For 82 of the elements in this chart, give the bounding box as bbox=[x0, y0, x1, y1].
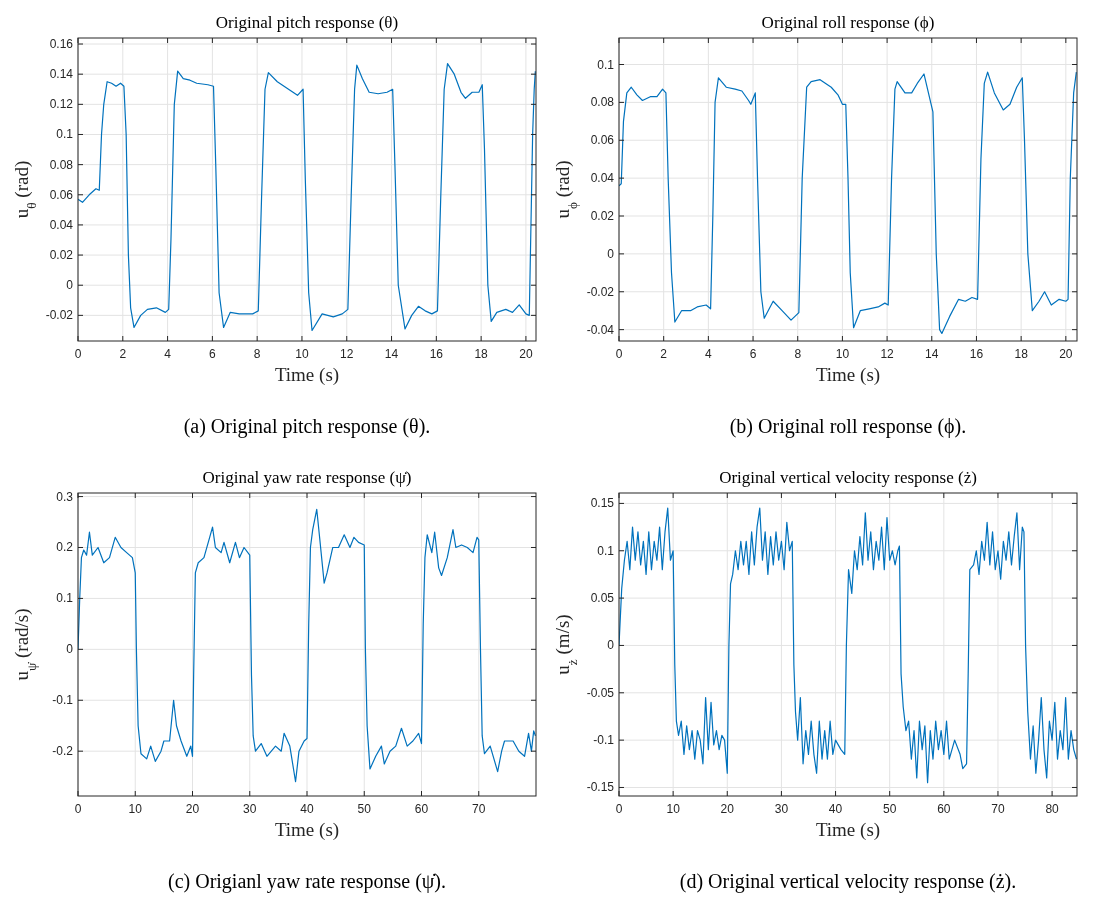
y-tick-label: 0.15 bbox=[590, 496, 615, 511]
x-tick-label: 16 bbox=[429, 347, 444, 361]
x-tick-label: 50 bbox=[357, 802, 372, 816]
x-tick-label: 40 bbox=[300, 802, 314, 816]
line-series bbox=[619, 507, 1077, 784]
text: (d) Original vertical velocity response (ż). bbox=[679, 870, 1017, 893]
line-series bbox=[78, 508, 536, 783]
x-tick-label: 12 bbox=[340, 347, 354, 361]
x-tick-label: 70 bbox=[472, 802, 486, 816]
x-tick-label: 30 bbox=[243, 802, 257, 816]
y-tick-label: 0.2 bbox=[56, 540, 74, 555]
y-tick-label: 0 bbox=[66, 278, 74, 293]
line-series bbox=[78, 63, 536, 332]
y-tick-label: 0.05 bbox=[590, 591, 615, 606]
text: (c) Origianl yaw rate response (ψ̇). bbox=[168, 870, 446, 893]
y-tick-label: 0.12 bbox=[49, 97, 74, 112]
x-tick-label: 6 bbox=[209, 347, 217, 361]
x-tick-label: 2 bbox=[119, 347, 127, 361]
y-tick-label: 0.14 bbox=[49, 67, 74, 82]
x-tick-label: 10 bbox=[835, 347, 850, 361]
y-tick-label: 0 bbox=[607, 638, 615, 653]
x-tick-label: 4 bbox=[705, 347, 713, 361]
y-tick-label: 0.06 bbox=[49, 187, 74, 202]
text: (b) Original roll response (ϕ). bbox=[729, 415, 967, 438]
y-tick-label: 0.3 bbox=[56, 489, 74, 504]
x-tick-label: 4 bbox=[164, 347, 172, 361]
x-tick-label: 20 bbox=[1059, 347, 1073, 361]
text: (a) Original pitch response (θ). bbox=[183, 415, 431, 438]
x-tick-label: 14 bbox=[384, 347, 399, 361]
x-tick-label: 70 bbox=[991, 802, 1005, 816]
x-tick-label: 8 bbox=[253, 347, 261, 361]
x-axis-title: Time (s) bbox=[274, 819, 340, 841]
y-tick-label: 0.08 bbox=[49, 157, 74, 172]
y-tick-label: 0.08 bbox=[590, 95, 615, 110]
chart-title: Original roll response (ϕ) bbox=[761, 13, 935, 32]
y-tick-label: 0.04 bbox=[590, 171, 615, 186]
y-tick-label: -0.1 bbox=[593, 733, 615, 748]
chart-title: Original pitch response (θ) bbox=[215, 13, 399, 32]
x-tick-label: 8 bbox=[794, 347, 802, 361]
y-tick-label: -0.1 bbox=[52, 693, 74, 708]
y-tick-label: 0 bbox=[66, 642, 74, 657]
x-tick-label: 6 bbox=[749, 347, 757, 361]
x-tick-label: 14 bbox=[925, 347, 939, 361]
y-tick-label: 0.1 bbox=[597, 543, 615, 558]
y-tick-label: 0.1 bbox=[597, 57, 615, 72]
y-tick-label: 0.02 bbox=[590, 209, 615, 224]
line-series bbox=[619, 71, 1077, 335]
x-tick-label: 60 bbox=[937, 802, 951, 816]
x-axis-title: Time (s) bbox=[815, 819, 881, 841]
x-tick-label: 10 bbox=[666, 802, 681, 816]
y-tick-label: 0.16 bbox=[49, 37, 74, 52]
y-tick-label: -0.02 bbox=[586, 284, 615, 299]
x-tick-label: 80 bbox=[1045, 802, 1060, 816]
x-tick-label: 60 bbox=[414, 802, 429, 816]
x-tick-label: 20 bbox=[720, 802, 735, 816]
y-tick-label: -0.15 bbox=[586, 780, 615, 795]
x-tick-label: 40 bbox=[828, 802, 843, 816]
y-tick-label: 0.04 bbox=[49, 217, 74, 232]
y-tick-label: -0.04 bbox=[586, 322, 615, 337]
y-tick-label: -0.02 bbox=[45, 308, 74, 323]
x-tick-label: 30 bbox=[774, 802, 789, 816]
y-tick-label: 0 bbox=[607, 246, 615, 261]
y-tick-label: 0.1 bbox=[56, 127, 74, 142]
y-tick-label: 0.02 bbox=[49, 248, 74, 263]
x-tick-label: 20 bbox=[519, 347, 533, 361]
x-tick-label: 50 bbox=[883, 802, 897, 816]
chart-title: Original yaw rate response (ψ̇) bbox=[202, 468, 412, 487]
x-tick-label: 10 bbox=[295, 347, 309, 361]
chart-title: Original vertical velocity response (ż) bbox=[719, 468, 977, 487]
x-tick-label: 2 bbox=[660, 347, 668, 361]
x-axis-title: Time (s) bbox=[274, 364, 340, 386]
x-tick-label: 16 bbox=[969, 347, 984, 361]
x-tick-label: 18 bbox=[1014, 347, 1029, 361]
x-tick-label: 20 bbox=[185, 802, 200, 816]
x-tick-label: 12 bbox=[880, 347, 895, 361]
y-tick-label: 0.1 bbox=[56, 591, 74, 606]
x-axis-title: Time (s) bbox=[815, 364, 881, 386]
y-tick-label: -0.2 bbox=[52, 744, 74, 759]
y-tick-label: -0.05 bbox=[586, 685, 615, 700]
x-tick-label: 18 bbox=[474, 347, 489, 361]
y-tick-label: 0.06 bbox=[590, 133, 615, 148]
x-tick-label: 10 bbox=[128, 802, 143, 816]
